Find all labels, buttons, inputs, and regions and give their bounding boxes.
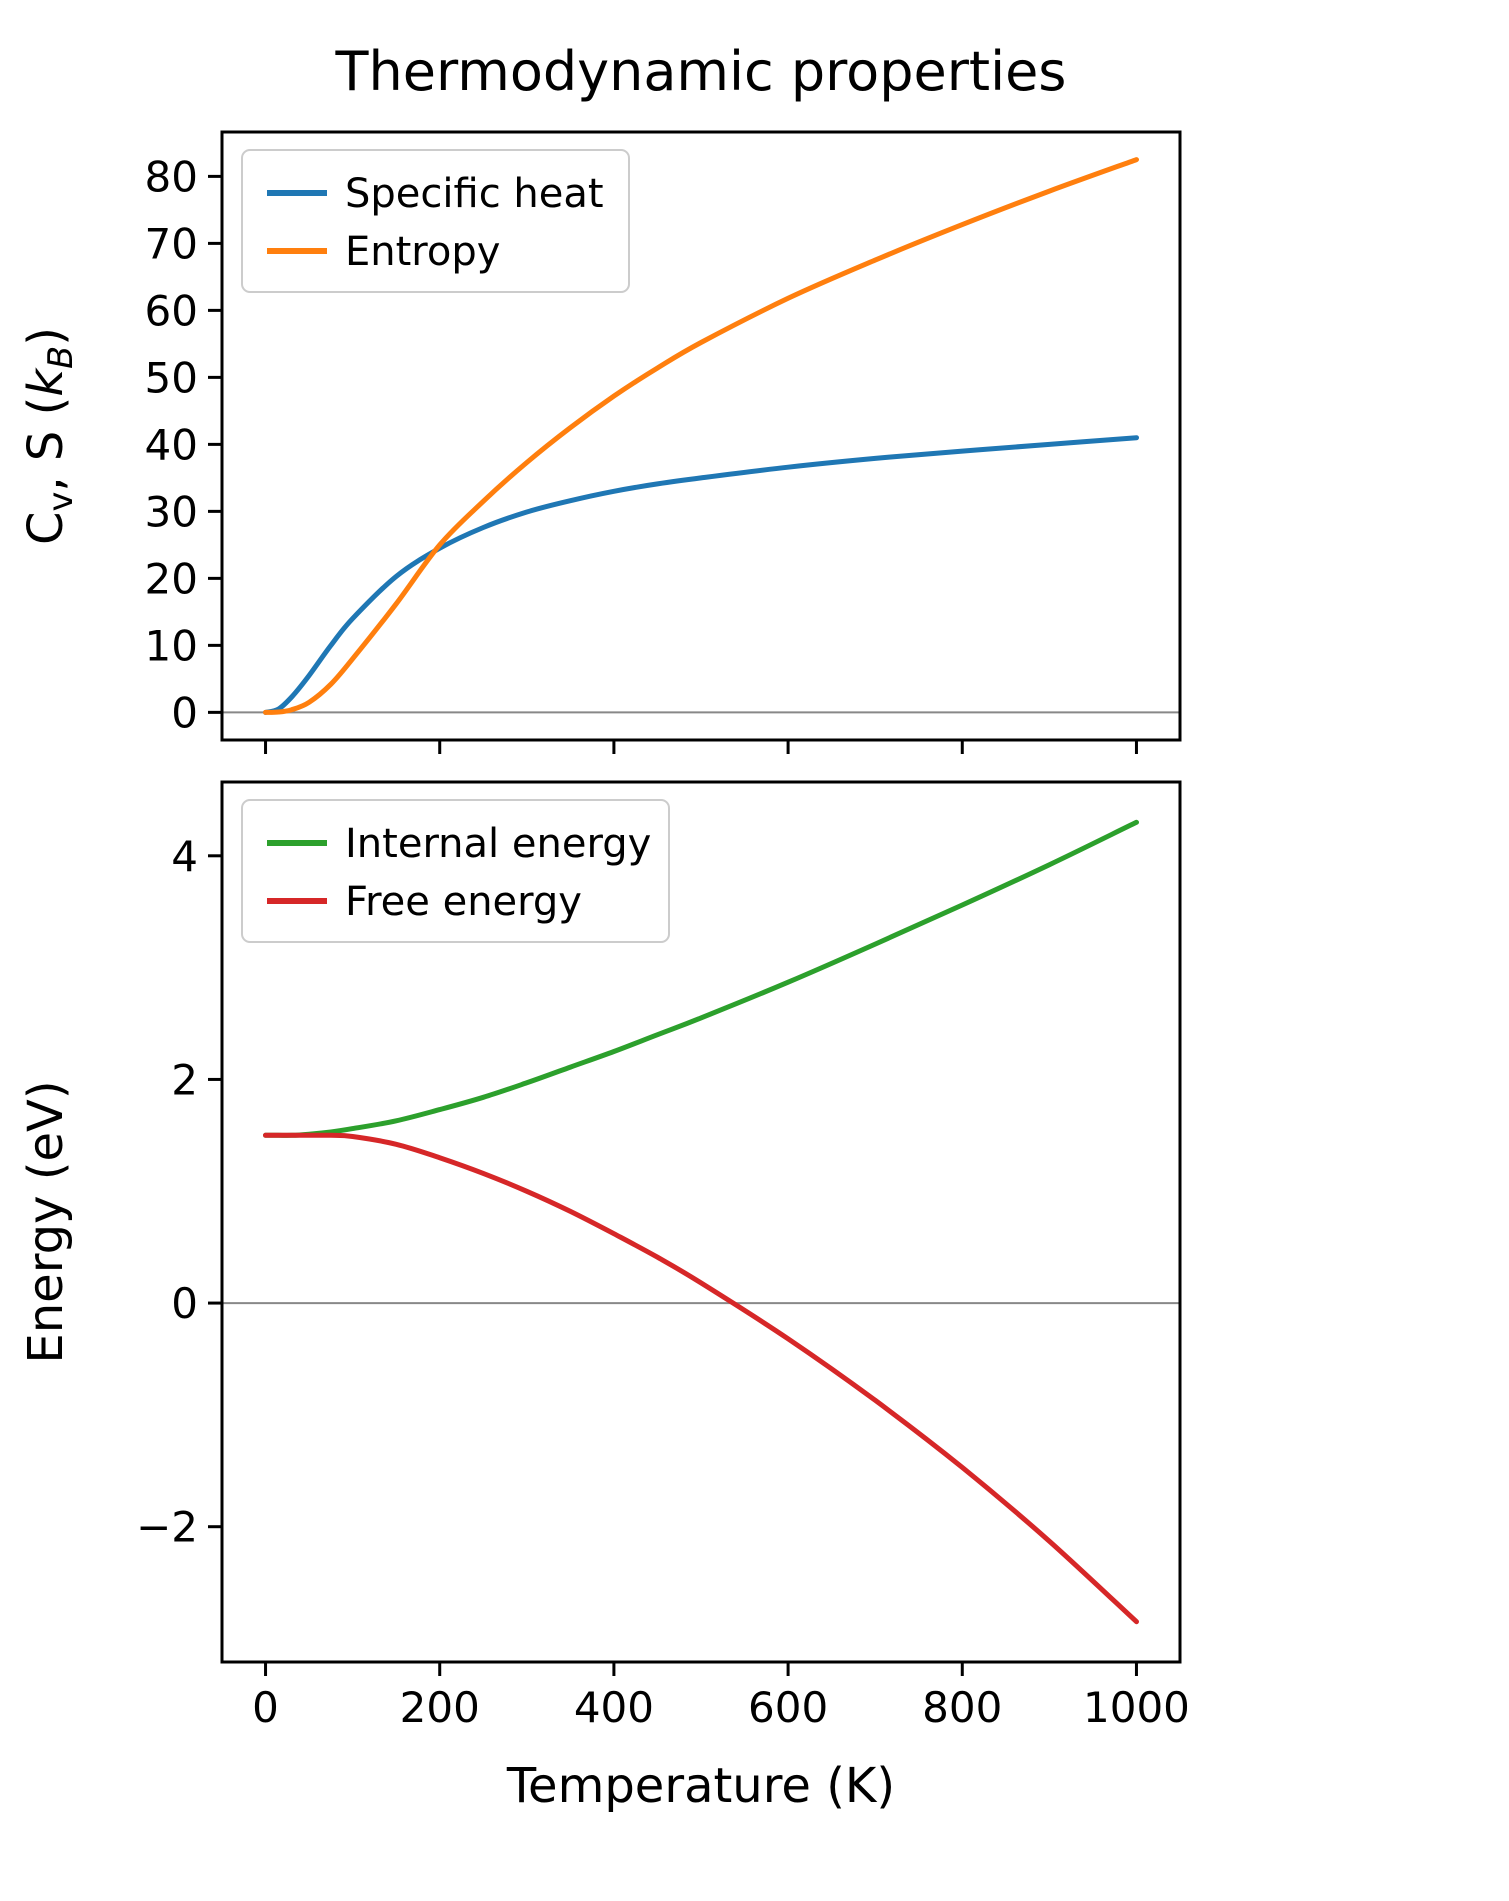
- y-tick-label: 50: [145, 353, 198, 402]
- y-tick-label: 20: [145, 554, 198, 603]
- y-tick-label: −2: [136, 1503, 198, 1552]
- chart-title: Thermodynamic properties: [335, 40, 1067, 103]
- legend-label-entropy: Entropy: [345, 229, 500, 275]
- y-tick-label: 0: [171, 688, 198, 737]
- y-tick-label: 70: [145, 219, 198, 268]
- y-tick-label: 0: [171, 1279, 198, 1328]
- ylabel-top-k: k: [18, 367, 74, 397]
- ylabel-top-b-sub: B: [41, 346, 80, 369]
- x-tick-label: 0: [252, 1683, 279, 1732]
- x-axis-label: Temperature (K): [506, 1758, 895, 1814]
- y-tick-label: 30: [145, 487, 198, 536]
- ylabel-top-close: ): [18, 327, 74, 346]
- ylabel-top-mid: , S (: [18, 397, 74, 492]
- ylabel-top-c: C: [18, 511, 74, 545]
- axes-spines: [220, 780, 1182, 1664]
- subplot-thermo: 0 10 20 30 40 50 60 70 80 Specific heat Entropy: [145, 130, 1182, 754]
- y-axis-label-top: Cv, S (kB): [18, 327, 80, 545]
- axes-spines: [220, 130, 1182, 742]
- x-tick-label: 600: [748, 1683, 828, 1732]
- x-tick-label: 200: [400, 1683, 480, 1732]
- x-tick-label: 800: [922, 1683, 1002, 1732]
- subplot-energy: 0 200 400 600 800 1000 −2 0 2 4 Internal energy Fre…: [136, 780, 1190, 1732]
- x-tick-label: 1000: [1083, 1683, 1190, 1732]
- y-tick-label: 4: [171, 832, 198, 881]
- legend-box: [241, 799, 670, 943]
- legend-label-internal-energy: Internal energy: [345, 821, 651, 867]
- y-tick-label: 10: [145, 621, 198, 670]
- legend-label-free-energy: Free energy: [345, 879, 582, 925]
- legend-box: [241, 149, 630, 293]
- y-tick-label: 80: [145, 152, 198, 201]
- curve-entropy: [263, 157, 1139, 715]
- curve-free-energy: [263, 1132, 1139, 1625]
- y-axis-label-bottom: Energy (eV): [18, 1080, 74, 1363]
- x-tick-label: 400: [574, 1683, 654, 1732]
- y-tick-label: 60: [145, 286, 198, 335]
- curve-specific-heat: [263, 435, 1139, 715]
- y-tick-label: 40: [145, 420, 198, 469]
- y-tick-label: 2: [171, 1055, 198, 1104]
- legend-label-specific-heat: Specific heat: [345, 171, 604, 217]
- ylabel-top-v-sub: v: [41, 492, 80, 512]
